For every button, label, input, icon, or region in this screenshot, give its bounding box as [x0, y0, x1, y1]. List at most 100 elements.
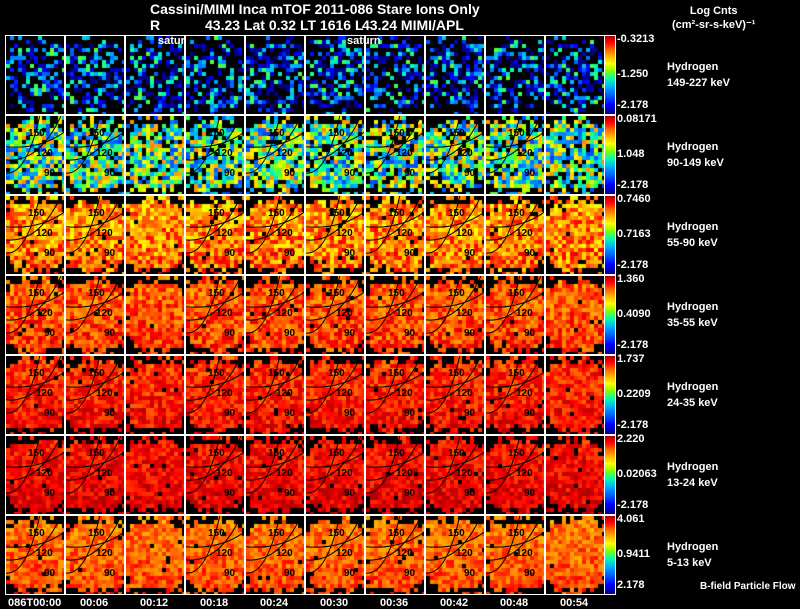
- contour-line: [366, 196, 422, 241]
- image-panel: 150 120 90: [425, 195, 485, 275]
- colorbar-min-value: -2.178: [617, 419, 649, 431]
- contour-label: 150: [448, 208, 465, 219]
- subtitle-r: R: [150, 17, 161, 33]
- image-panel: 150 120 90: [365, 275, 425, 355]
- contour-label: 120: [516, 468, 533, 479]
- image-panel: 150 120 90: [485, 435, 545, 515]
- contour-label: 90: [104, 488, 116, 499]
- energy-label: 90-149 keV: [667, 157, 724, 169]
- contour-line: [6, 196, 41, 254]
- contour-label: 150: [508, 528, 525, 539]
- contour-line: [486, 196, 521, 254]
- contour-label: 120: [96, 308, 113, 319]
- contour-line: [486, 516, 542, 561]
- contour-line: [426, 356, 482, 401]
- legend-bfield-particle-flow: B-field Particle Flow: [700, 581, 796, 592]
- contour-label: 120: [96, 388, 113, 399]
- contour-label: 120: [36, 308, 53, 319]
- contour-label: 120: [396, 228, 413, 239]
- subtitle-source: 43.24 MIMI/APL: [362, 17, 464, 33]
- contour-label: 150: [88, 128, 105, 139]
- contour-line: [426, 196, 461, 254]
- species-label: Hydrogen: [667, 61, 719, 73]
- contour-overlay: 150 120 90: [186, 196, 244, 259]
- image-panel: 150 120 90: [5, 195, 65, 275]
- contour-line: [6, 131, 64, 148]
- contour-line: [426, 196, 482, 241]
- contour-line: [186, 436, 221, 494]
- contour-line: [246, 436, 281, 494]
- contour-label: 90: [464, 568, 476, 579]
- contour-label: 150: [448, 288, 465, 299]
- contour-line: [246, 371, 304, 388]
- contour-label: 150: [508, 288, 525, 299]
- contour-label: 150: [268, 528, 285, 539]
- contour-label: 90: [464, 168, 476, 179]
- contour-line: [486, 356, 521, 414]
- time-tick-label: 00:54: [560, 597, 589, 609]
- contour-overlay: 150 120 90: [246, 196, 304, 259]
- image-panel: 150 120 90: [65, 435, 125, 515]
- contour-line: [426, 371, 484, 388]
- contour-line: [66, 116, 101, 174]
- time-tick-label: 00:36: [380, 597, 409, 609]
- time-tick-label: 00:24: [260, 597, 289, 609]
- contour-overlay: 150 120 90: [486, 356, 544, 419]
- contour-label: 90: [44, 488, 56, 499]
- contour-label: 150: [88, 208, 105, 219]
- contour-line: [66, 531, 124, 548]
- species-label: Hydrogen: [667, 461, 719, 473]
- image-panel: [425, 35, 485, 115]
- contour-line: [366, 116, 422, 161]
- contour-label: 90: [284, 168, 296, 179]
- time-tick-label: 00:42: [440, 597, 469, 609]
- contour-line: [426, 516, 461, 574]
- contour-line: [306, 356, 341, 414]
- colorbar-mid-value: 1.048: [617, 148, 645, 160]
- contour-label: 150: [268, 208, 285, 219]
- count-image: [126, 116, 184, 194]
- image-panel: [545, 515, 605, 595]
- saturn-label: saturn: [347, 35, 381, 47]
- count-image: [126, 516, 184, 594]
- contour-label: 90: [44, 248, 56, 259]
- contour-line: [186, 516, 242, 561]
- image-panel: 150 120 90: [485, 195, 545, 275]
- contour-label: 150: [508, 368, 525, 379]
- image-panel: 150 120 90: [65, 195, 125, 275]
- contour-label: 150: [88, 528, 105, 539]
- colorbar-mid-value: 0.02063: [617, 468, 657, 480]
- contour-overlay: 150 120 90: [66, 436, 124, 499]
- contour-line: [426, 276, 482, 321]
- contour-label: 90: [464, 408, 476, 419]
- contour-line: [426, 436, 482, 481]
- image-panel: [125, 35, 185, 115]
- contour-label: 150: [88, 368, 105, 379]
- contour-line: [66, 371, 124, 388]
- contour-line: [6, 436, 62, 481]
- image-panel: 150 120 90: [245, 115, 305, 195]
- contour-label: 150: [268, 128, 285, 139]
- contour-label: 150: [208, 128, 225, 139]
- contour-label: 90: [344, 408, 356, 419]
- contour-overlay: 150 120 90: [486, 276, 544, 339]
- contour-line: [6, 196, 62, 241]
- contour-line: [186, 516, 221, 574]
- image-panel: [545, 275, 605, 355]
- contour-label: 90: [104, 168, 116, 179]
- contour-overlay: 150 120 90: [66, 356, 124, 419]
- contour-line: [246, 276, 302, 321]
- contour-line: [486, 531, 544, 548]
- image-panel: [305, 35, 365, 115]
- contour-overlay: 150 120 90: [186, 516, 244, 579]
- contour-label: 150: [328, 128, 345, 139]
- contour-label: 90: [524, 488, 536, 499]
- contour-line: [186, 116, 242, 161]
- image-panel: 150 120 90: [305, 355, 365, 435]
- contour-line: [186, 291, 244, 308]
- contour-line: [306, 291, 364, 308]
- contour-line: [6, 276, 62, 321]
- energy-label: 55-90 keV: [667, 237, 718, 249]
- count-image: [546, 356, 604, 434]
- contour-line: [486, 116, 521, 174]
